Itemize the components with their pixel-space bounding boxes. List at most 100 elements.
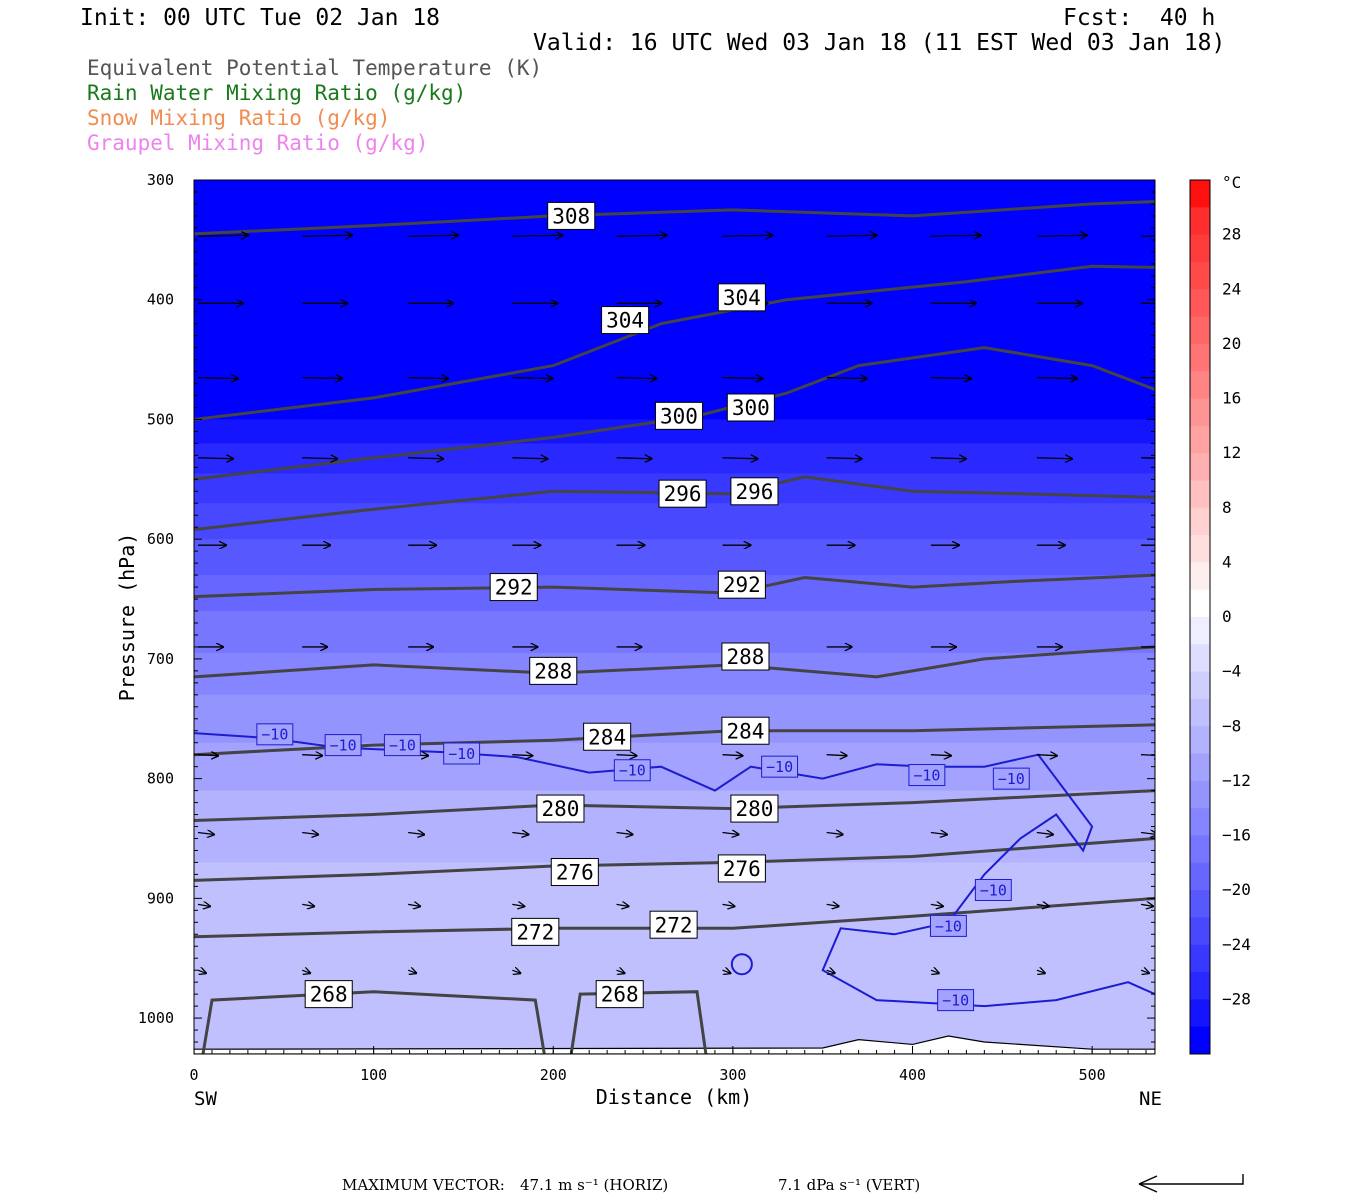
- theta-e-label-box: [489, 573, 538, 602]
- theta-e-label-text: 308: [552, 204, 590, 228]
- isotherm-label-text: −10: [980, 881, 1007, 899]
- wind-vector: [1036, 235, 1087, 236]
- x-tick-label: 200: [540, 1066, 567, 1084]
- theta-e-label-box: [717, 570, 766, 599]
- theta-e-label: 272: [511, 917, 560, 946]
- axes: 0 100 200 300 400 500 300 400 500 600 700 800 900 100…: [138, 171, 1155, 1084]
- colorbar-band: [1190, 234, 1210, 263]
- colorbar-band: [1190, 808, 1210, 836]
- theta-e-label-text: 296: [735, 480, 773, 504]
- wind-vector: [408, 378, 448, 379]
- theta-e-label-box: [511, 917, 560, 946]
- wind-vector: [512, 833, 528, 835]
- isotherm-label: −10: [992, 767, 1030, 790]
- wind-vector: [722, 458, 758, 459]
- isotherm-label: −10: [937, 989, 975, 1012]
- theta-e-label-box: [721, 642, 770, 671]
- colorbar-tick-label: 0: [1222, 607, 1232, 626]
- colorbar-band: [1190, 972, 1210, 1000]
- theta-e-label: 276: [550, 858, 599, 887]
- isotherm-label-text: −10: [619, 762, 646, 780]
- theta-e-label-text: 276: [723, 857, 761, 881]
- y-tick-label: 300: [147, 171, 174, 189]
- wind-vector: [930, 833, 947, 835]
- theta-e-label-box: [721, 716, 770, 745]
- colorbar-band: [1190, 453, 1210, 481]
- wind-vector: [197, 458, 233, 459]
- colorbar-band: [1190, 671, 1210, 700]
- wind-vector: [616, 235, 667, 236]
- theta-e-label: 284: [583, 722, 632, 751]
- wind-vector: [722, 235, 773, 236]
- theta-e-label-text: 304: [723, 286, 761, 310]
- theta-e-label: 292: [717, 570, 766, 599]
- wind-vector: [930, 970, 939, 973]
- x-tick-label: 400: [899, 1066, 926, 1084]
- isotherm-minus10-closed: [730, 953, 753, 976]
- theta-e-label-box: [717, 854, 766, 883]
- colorbar-band: [1190, 644, 1210, 673]
- wind-vectors: [197, 235, 1155, 973]
- theta-e-label: 268: [595, 980, 644, 1009]
- colorbar-tick-label: 8: [1222, 498, 1232, 517]
- colorbar-band: [1190, 698, 1210, 727]
- theta-e-label: 296: [730, 477, 779, 506]
- colorbar-tick-label: −20: [1222, 880, 1251, 899]
- colorbar-band: [1190, 753, 1210, 782]
- wind-vector: [616, 904, 629, 906]
- wind-vector: [930, 458, 966, 459]
- isotherm-label-text: −10: [935, 917, 962, 935]
- temperature-band: [194, 180, 1155, 421]
- theta-e-label-text: 304: [606, 309, 644, 333]
- wind-vector: [616, 970, 625, 973]
- colorbar-band: [1190, 480, 1210, 509]
- theta-e-label-text: 300: [732, 396, 770, 420]
- wind-vector: [1141, 457, 1155, 459]
- wind-vector: [1141, 235, 1155, 237]
- field-label-graupel: Graupel Mixing Ratio (g/kg): [87, 131, 429, 155]
- temperature-band: [194, 611, 1155, 654]
- isotherm-label: −10: [324, 734, 362, 757]
- theta-e-contour-276: [194, 837, 1155, 882]
- x-tick-label: 300: [719, 1066, 746, 1084]
- wind-vector: [826, 458, 862, 459]
- y-tick-label: 1000: [138, 1009, 174, 1027]
- max-vector-vert: 7.1 dPa s⁻¹ (VERT): [778, 1176, 921, 1194]
- theta-e-label-box: [730, 794, 779, 823]
- theta-e-label: 300: [726, 393, 775, 422]
- x-tick-label: 500: [1079, 1066, 1106, 1084]
- max-vector-horiz: 47.1 m s⁻¹ (HORIZ): [520, 1176, 669, 1194]
- colorbar-band: [1190, 1026, 1210, 1055]
- theta-e-label-box: [536, 794, 585, 823]
- theta-e-label: 288: [529, 656, 578, 685]
- colorbar-band: [1190, 835, 1210, 864]
- theta-e-label-text: 296: [664, 482, 702, 506]
- isotherm-label: −10: [613, 759, 651, 782]
- isotherm-label: −10: [383, 734, 421, 757]
- wind-vector: [1140, 970, 1149, 973]
- wind-vector: [197, 755, 218, 756]
- x-left-direction: SW: [194, 1088, 217, 1110]
- temperature-band: [194, 539, 1155, 577]
- wind-vector: [722, 755, 743, 756]
- theta-e-label-text: 292: [723, 573, 761, 597]
- wind-vector: [512, 235, 562, 236]
- wind-vector: [826, 904, 839, 906]
- max-vector-label: MAXIMUM VECTOR:: [342, 1176, 505, 1194]
- colorbar-band: [1190, 562, 1210, 591]
- wind-vector: [408, 833, 424, 835]
- colorbar-band: [1190, 617, 1210, 645]
- colorbar-band: [1190, 944, 1210, 973]
- wind-vector: [1140, 904, 1153, 906]
- colorbar-band: [1190, 425, 1210, 454]
- colorbar-tick-label: 16: [1222, 389, 1241, 408]
- theta-e-label-box: [601, 306, 650, 335]
- colorbar-band: [1190, 890, 1210, 918]
- theta-e-contour-300: [194, 346, 1155, 481]
- wind-vector: [826, 833, 843, 835]
- wind-vector: [722, 833, 739, 835]
- x-tick-label: 0: [189, 1066, 198, 1084]
- theta-e-label-box: [529, 656, 578, 685]
- reference-vector-arrow: [1138, 1174, 1244, 1193]
- theta-e-label: 272: [649, 910, 698, 939]
